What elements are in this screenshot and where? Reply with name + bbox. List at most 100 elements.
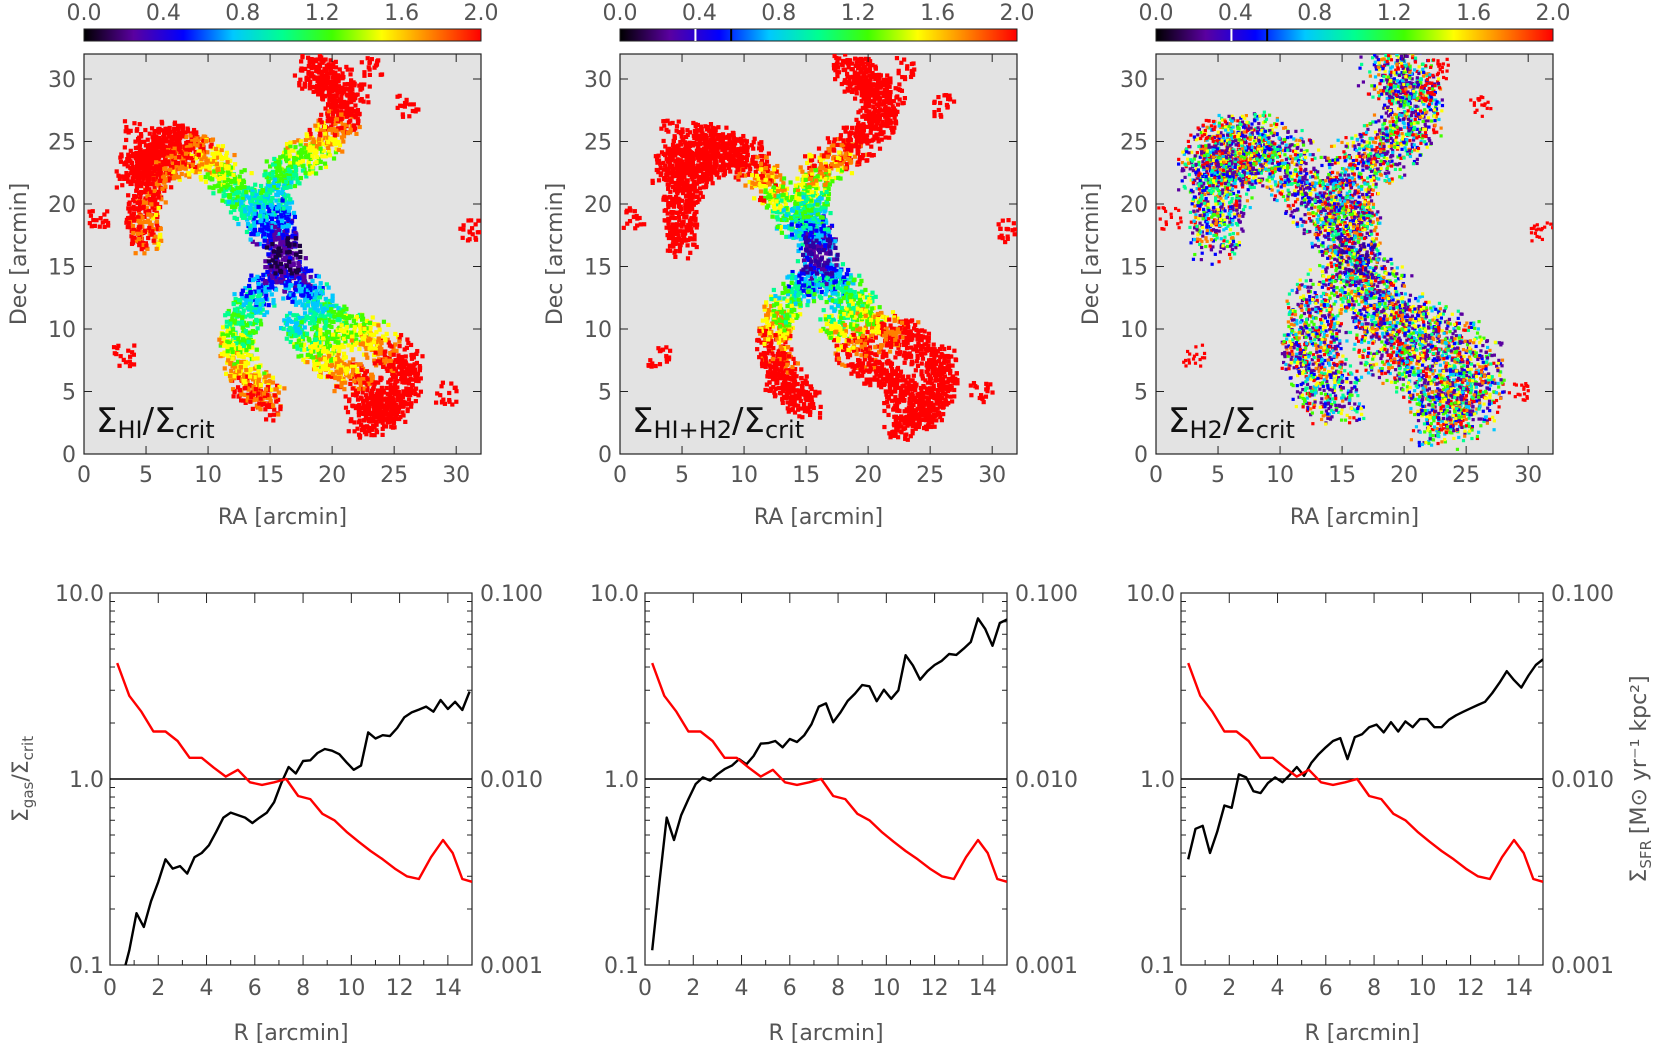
map-pixel — [774, 174, 779, 179]
map-pixel — [295, 161, 300, 166]
map-pixel — [317, 80, 323, 85]
map-pixel — [226, 168, 231, 173]
map-pixel — [306, 69, 311, 75]
map-pixel — [133, 238, 139, 243]
map-pixel — [784, 234, 789, 239]
map-pixel — [412, 371, 417, 376]
map-pixel — [327, 353, 332, 359]
map-pixel — [788, 215, 794, 221]
map-pixel — [264, 202, 270, 207]
map-pixel — [323, 106, 328, 111]
map-pixel — [315, 79, 320, 84]
map-pixel — [217, 337, 222, 342]
map-pixel — [288, 197, 293, 202]
map-pixel — [257, 241, 262, 247]
map-pixel — [264, 159, 269, 164]
map-pixel — [755, 166, 761, 172]
map-pixel — [391, 348, 396, 354]
map-pixel — [277, 163, 282, 168]
map-pixel — [775, 209, 780, 215]
map-pixel — [147, 220, 152, 225]
map-pixel — [345, 334, 350, 339]
map-pixel — [262, 238, 267, 243]
map-pixel — [232, 292, 237, 297]
map-pixel — [258, 318, 263, 323]
map-pixel — [310, 278, 315, 283]
map-pixel — [417, 368, 422, 373]
map-pixel — [348, 381, 353, 387]
map-pixel — [359, 364, 364, 369]
map-pixel — [140, 199, 146, 204]
map-pixel — [146, 235, 151, 241]
map-pixel — [275, 173, 280, 179]
map-pixel — [341, 308, 346, 313]
map-pixel — [261, 231, 267, 237]
map-pixel — [458, 226, 463, 231]
map-pixel — [268, 387, 274, 392]
map-pixel — [306, 293, 311, 299]
map-pixel — [242, 380, 247, 385]
map-pixel — [219, 187, 224, 192]
map-pixel — [338, 311, 343, 316]
map-pixel — [228, 378, 234, 383]
map-pixel — [784, 186, 790, 191]
map-pixel — [361, 402, 366, 408]
map-pixel — [439, 384, 444, 389]
map-pixel — [317, 354, 322, 359]
map-pixel — [284, 313, 290, 319]
map-pixel — [377, 348, 383, 353]
map-pixel — [264, 226, 270, 231]
map-pixel — [805, 229, 811, 234]
map-pixel — [191, 127, 197, 133]
map-pixel — [408, 368, 413, 373]
map-pixel — [329, 313, 334, 318]
map-pixel — [210, 151, 215, 156]
map-pixel — [317, 285, 322, 290]
map-pixel — [211, 172, 217, 178]
map-pixel — [258, 199, 263, 204]
map-pixel — [319, 55, 324, 60]
map-pixel — [350, 367, 356, 373]
map-pixel — [337, 90, 342, 95]
map-pixel — [252, 223, 257, 228]
map-pixel — [312, 325, 317, 330]
map-pixel — [128, 181, 133, 187]
map-pixel — [366, 427, 372, 432]
map-pixel — [277, 198, 282, 203]
map-pixel — [282, 386, 287, 391]
map-pixel — [245, 395, 251, 400]
map-pixel — [790, 219, 795, 224]
map-pixel — [239, 169, 244, 174]
map-pixel — [143, 143, 149, 148]
map-pixel — [335, 312, 341, 317]
map-pixel — [297, 281, 302, 286]
map-pixel — [270, 275, 275, 280]
map-pixel — [370, 332, 375, 337]
map-pixel — [330, 299, 335, 304]
map-pixel — [361, 377, 366, 382]
map-pixel — [201, 134, 206, 139]
map-pixel — [349, 347, 354, 353]
map-pixel — [154, 154, 159, 159]
map-pixel — [378, 377, 383, 383]
map-pixel — [136, 218, 141, 224]
map-pixel — [267, 396, 272, 401]
map-pixel — [216, 183, 221, 188]
map-pixel — [262, 236, 268, 241]
map-pixel — [322, 131, 327, 136]
map-pixel — [270, 375, 276, 380]
map-pixel — [307, 144, 313, 149]
map-pixel — [142, 139, 147, 144]
map-pixel — [826, 232, 831, 237]
map-pixel — [329, 374, 335, 379]
map-pixel — [407, 377, 412, 383]
map-pixel — [373, 408, 378, 414]
map-pixel — [355, 370, 360, 375]
map-pixel — [386, 322, 391, 328]
map-pixel — [303, 256, 308, 261]
map-pixel — [321, 148, 326, 153]
map-pixel — [310, 170, 316, 175]
map-pixel — [245, 299, 250, 304]
map-pixel — [150, 205, 155, 210]
map-pixel — [333, 150, 339, 155]
